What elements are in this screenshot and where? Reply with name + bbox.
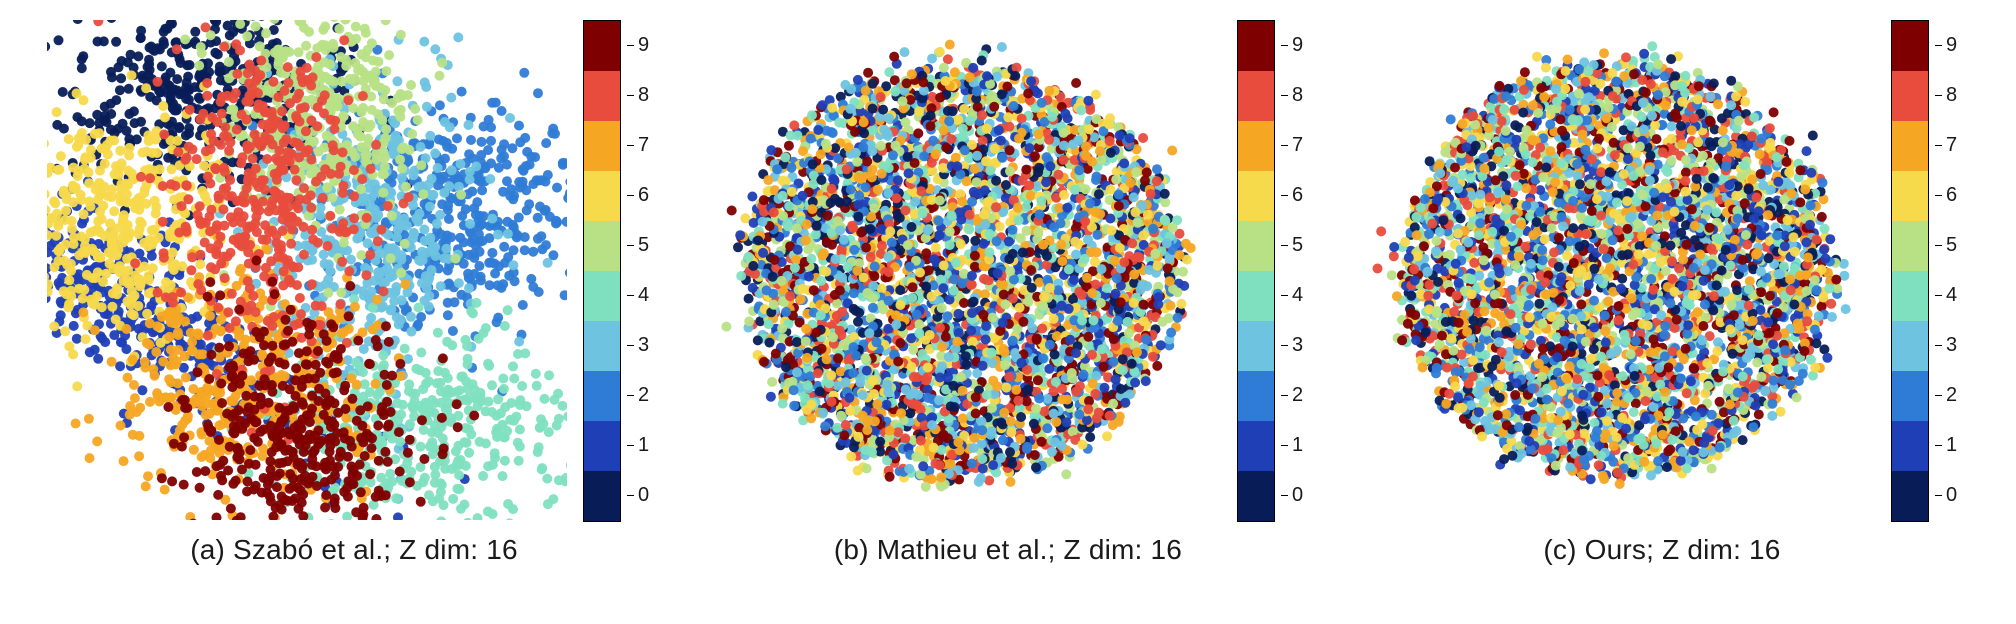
tick-mark <box>1281 345 1288 346</box>
tick-label: 7 <box>1946 135 1957 155</box>
tick-label: 4 <box>1946 285 1957 305</box>
tick-mark <box>1281 195 1288 196</box>
figure-row: 9 8 7 6 5 4 3 2 1 0 (a) Szabó et al.; Z dim: 16 9 8 7… <box>0 0 2016 624</box>
colorbar: 9 8 7 6 5 4 3 2 1 0 <box>583 20 661 520</box>
colorbar: 9 8 7 6 5 4 3 2 1 0 <box>1237 20 1315 520</box>
tick-label: 6 <box>638 185 649 205</box>
tick-label: 8 <box>1292 85 1303 105</box>
plot-wrap: 9 8 7 6 5 4 3 2 1 0 <box>1355 20 1969 520</box>
tick-label: 0 <box>638 485 649 505</box>
tick-label: 7 <box>1292 135 1303 155</box>
tick-mark <box>1935 445 1942 446</box>
tick-label: 4 <box>1292 285 1303 305</box>
tick-label: 2 <box>638 385 649 405</box>
colorbar-ticks: 9 8 7 6 5 4 3 2 1 0 <box>1275 20 1315 520</box>
colorbar-ticks: 9 8 7 6 5 4 3 2 1 0 <box>1929 20 1969 520</box>
tick-mark <box>627 395 634 396</box>
tick-mark <box>1281 395 1288 396</box>
tick-label: 4 <box>638 285 649 305</box>
tick-label: 3 <box>638 335 649 355</box>
tick-label: 5 <box>1292 235 1303 255</box>
tick-mark <box>627 145 634 146</box>
scatter-plot-a <box>47 20 567 520</box>
colorbar: 9 8 7 6 5 4 3 2 1 0 <box>1891 20 1969 520</box>
tick-mark <box>627 45 634 46</box>
panel-a: 9 8 7 6 5 4 3 2 1 0 (a) Szabó et al.; Z dim: 16 <box>47 20 661 566</box>
tick-label: 1 <box>1292 435 1303 455</box>
panel-caption: (c) Ours; Z dim: 16 <box>1543 534 1780 566</box>
tick-mark <box>627 495 634 496</box>
tick-mark <box>1935 245 1942 246</box>
tick-mark <box>1281 145 1288 146</box>
tick-mark <box>1281 45 1288 46</box>
tick-mark <box>627 295 634 296</box>
tick-label: 3 <box>1292 335 1303 355</box>
tick-mark <box>1935 145 1942 146</box>
tick-label: 3 <box>1946 335 1957 355</box>
tick-mark <box>1935 495 1942 496</box>
scatter-plot-c <box>1355 20 1875 520</box>
tick-mark <box>627 245 634 246</box>
tick-label: 9 <box>1946 35 1957 55</box>
panel-caption: (b) Mathieu et al.; Z dim: 16 <box>834 534 1182 566</box>
tick-mark <box>1281 295 1288 296</box>
tick-mark <box>1935 345 1942 346</box>
tick-mark <box>1281 495 1288 496</box>
tick-label: 1 <box>1946 435 1957 455</box>
panel-caption: (a) Szabó et al.; Z dim: 16 <box>190 534 518 566</box>
tick-label: 5 <box>1946 235 1957 255</box>
tick-label: 9 <box>1292 35 1303 55</box>
colorbar-gradient <box>1891 20 1929 522</box>
tick-mark <box>627 345 634 346</box>
tick-mark <box>1281 245 1288 246</box>
plot-wrap: 9 8 7 6 5 4 3 2 1 0 <box>47 20 661 520</box>
panel-c: 9 8 7 6 5 4 3 2 1 0 (c) Ours; Z dim: 16 <box>1355 20 1969 566</box>
colorbar-gradient <box>583 20 621 522</box>
tick-label: 8 <box>1946 85 1957 105</box>
panel-b: 9 8 7 6 5 4 3 2 1 0 (b) Mathieu et al.; Z dim: 16 <box>701 20 1315 566</box>
scatter-plot-b <box>701 20 1221 520</box>
tick-mark <box>1281 445 1288 446</box>
tick-mark <box>1281 95 1288 96</box>
plot-wrap: 9 8 7 6 5 4 3 2 1 0 <box>701 20 1315 520</box>
colorbar-ticks: 9 8 7 6 5 4 3 2 1 0 <box>621 20 661 520</box>
tick-label: 6 <box>1946 185 1957 205</box>
tick-label: 7 <box>638 135 649 155</box>
tick-mark <box>627 445 634 446</box>
tick-mark <box>627 95 634 96</box>
tick-label: 0 <box>1292 485 1303 505</box>
tick-mark <box>1935 195 1942 196</box>
tick-label: 2 <box>1292 385 1303 405</box>
tick-mark <box>1935 395 1942 396</box>
tick-label: 0 <box>1946 485 1957 505</box>
tick-mark <box>1935 295 1942 296</box>
colorbar-gradient <box>1237 20 1275 522</box>
tick-mark <box>627 195 634 196</box>
tick-label: 9 <box>638 35 649 55</box>
tick-mark <box>1935 45 1942 46</box>
tick-mark <box>1935 95 1942 96</box>
tick-label: 5 <box>638 235 649 255</box>
tick-label: 1 <box>638 435 649 455</box>
tick-label: 6 <box>1292 185 1303 205</box>
tick-label: 8 <box>638 85 649 105</box>
tick-label: 2 <box>1946 385 1957 405</box>
